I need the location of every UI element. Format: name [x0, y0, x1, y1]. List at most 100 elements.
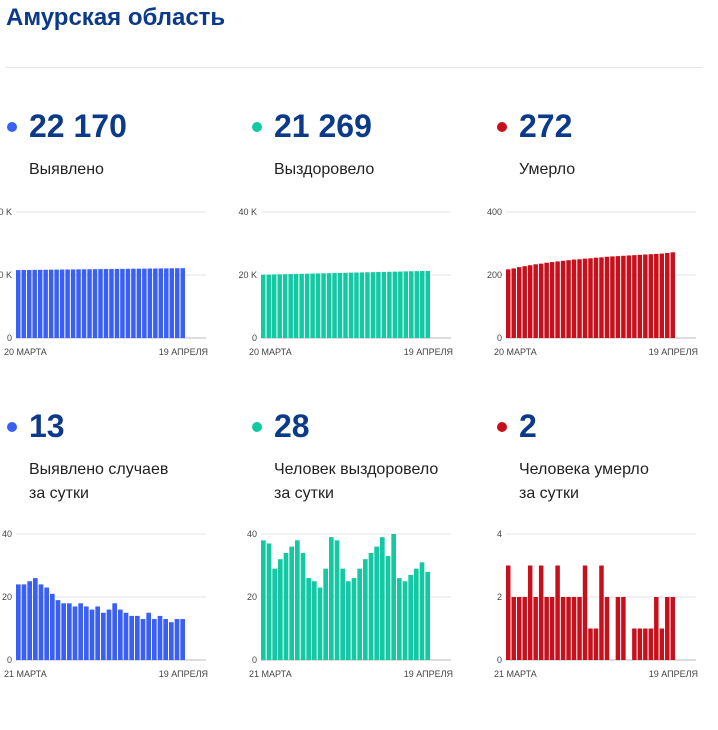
bar	[146, 612, 151, 660]
bar	[92, 269, 98, 338]
bar	[566, 597, 571, 660]
bar	[604, 597, 610, 660]
bar	[295, 540, 300, 660]
bar	[391, 534, 396, 660]
x-tick-label-start: 21 МАРТА	[494, 669, 537, 679]
bar	[38, 584, 44, 660]
y-tick-label: 20	[247, 592, 257, 602]
bar	[670, 597, 675, 660]
bar	[370, 272, 376, 338]
x-tick-label-start: 20 МАРТА	[494, 347, 537, 357]
card-recovered: 21 269 Выздоровело 0 20 K 40 K 20 МАРТА 19 А…	[238, 100, 480, 430]
bar	[604, 256, 610, 338]
bar	[506, 565, 511, 660]
bar	[571, 597, 577, 660]
series-dot	[7, 122, 17, 132]
bar	[348, 272, 354, 338]
card-daily-recovered: 28 Человек выздоровело за сутки 0 20 40 21 …	[245, 400, 480, 730]
bar	[637, 628, 643, 660]
bar	[337, 272, 343, 338]
y-tick-label: 0	[497, 655, 502, 665]
bar	[95, 606, 100, 660]
x-tick-label-end: 19 АПРЕЛЯ	[649, 347, 698, 357]
total-value: 22 170	[29, 108, 127, 144]
card-label-line2: за сутки	[274, 485, 334, 502]
bar	[654, 597, 659, 660]
bar	[582, 258, 588, 338]
bar	[21, 269, 26, 338]
bar	[131, 268, 136, 338]
bar	[549, 597, 555, 660]
bar	[538, 565, 544, 660]
bar	[271, 274, 277, 338]
x-tick-label-start: 20 МАРТА	[4, 347, 47, 357]
bar	[425, 271, 430, 338]
y-tick-label: 0	[497, 333, 502, 343]
bar	[555, 261, 560, 338]
bar	[169, 622, 174, 660]
bar	[560, 260, 566, 338]
y-tick-label: 400	[487, 207, 502, 217]
bar	[408, 574, 413, 660]
series-dot	[252, 122, 262, 132]
bar	[365, 272, 370, 338]
card-deaths: 272 Умерло 0 200 400 20 МАРТА 19 АПРЕЛЯ	[487, 100, 718, 430]
bar	[120, 268, 125, 338]
x-tick-label-end: 19 АПРЕЛЯ	[404, 669, 453, 679]
bar	[272, 568, 277, 660]
bar	[334, 540, 340, 660]
bar	[323, 568, 328, 660]
bar	[582, 565, 588, 660]
bar	[610, 256, 615, 338]
bar	[283, 552, 289, 660]
bar	[538, 263, 544, 338]
bar	[106, 609, 112, 660]
x-tick-label-end: 19 АПРЕЛЯ	[159, 347, 208, 357]
bar	[354, 272, 359, 338]
bar	[125, 268, 131, 338]
bar	[70, 269, 76, 338]
bar	[522, 266, 527, 338]
bar	[123, 612, 129, 660]
bar	[566, 260, 571, 338]
bar	[16, 584, 21, 660]
bar	[577, 597, 582, 660]
bar	[140, 619, 146, 660]
bar	[266, 274, 271, 338]
y-tick-label: 2	[497, 592, 502, 602]
bar	[44, 587, 49, 660]
bar	[516, 267, 522, 338]
bar	[72, 606, 78, 660]
bar	[266, 543, 272, 660]
y-tick-label: 0	[7, 655, 12, 665]
bar	[43, 269, 48, 338]
bar	[33, 578, 38, 660]
series-dot	[7, 422, 17, 432]
bar	[101, 612, 106, 660]
bar	[632, 628, 637, 660]
bar	[632, 255, 637, 338]
bar	[103, 269, 109, 338]
bar	[26, 269, 32, 338]
bar	[511, 268, 516, 338]
bar	[180, 619, 185, 660]
bar	[67, 603, 72, 660]
chart-detected-cumulative: 0 20 K 40 K 20 МАРТА 19 АПРЕЛЯ	[0, 207, 210, 360]
bar	[89, 609, 95, 660]
bar	[84, 606, 89, 660]
bar	[50, 593, 55, 660]
card-label-line1: Человек выздоровело	[274, 461, 439, 478]
bar	[261, 274, 266, 338]
bar	[533, 264, 538, 338]
bar	[648, 254, 654, 338]
bar	[403, 271, 409, 338]
bar	[81, 269, 87, 338]
bar	[544, 597, 549, 660]
bar	[533, 597, 538, 660]
y-tick-label: 40	[2, 529, 12, 539]
bar	[659, 628, 665, 660]
y-tick-label: 200	[487, 270, 502, 280]
y-tick-label: 20 K	[238, 270, 257, 280]
total-value: 272	[519, 108, 573, 144]
chart-recovered-cumulative: 0 20 K 40 K 20 МАРТА 19 АПРЕЛЯ	[238, 207, 455, 360]
